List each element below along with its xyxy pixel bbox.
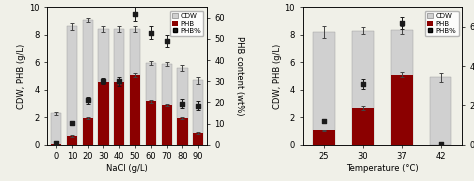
Bar [146,102,156,145]
Bar [67,136,77,145]
Point [52,141,60,144]
Bar [193,80,203,145]
Bar [98,29,109,145]
Bar [352,31,374,145]
Bar [146,63,156,145]
Point [359,82,367,85]
Bar [82,20,93,145]
Point [163,40,171,43]
Bar [352,108,374,145]
Bar [391,75,412,145]
Bar [313,130,335,145]
Bar [130,75,140,145]
Point [179,102,186,105]
Bar [67,26,77,145]
Point [398,22,406,24]
Legend: CDW, PHB, PHB%: CDW, PHB, PHB% [170,11,203,36]
Point [100,80,107,83]
Bar [114,29,124,145]
Y-axis label: PHB content (wt%): PHB content (wt%) [235,36,244,116]
Bar [430,144,451,145]
Bar [391,30,412,145]
Bar [98,81,109,145]
Point [116,80,123,83]
Y-axis label: CDW, PHB (g/L): CDW, PHB (g/L) [273,43,282,109]
Point [320,120,328,123]
X-axis label: NaCl (g/L): NaCl (g/L) [106,164,148,173]
Bar [177,68,188,145]
Bar [114,81,124,145]
Legend: CDW, PHB, PHB%: CDW, PHB, PHB% [425,11,459,36]
Point [147,31,155,34]
Point [84,99,91,102]
X-axis label: Temperature (°C): Temperature (°C) [346,164,419,173]
Bar [162,64,172,145]
Bar [430,77,451,145]
Bar [51,113,61,145]
Bar [162,105,172,145]
Point [68,121,76,124]
Bar [82,118,93,145]
Point [131,12,139,15]
Point [437,142,445,145]
Y-axis label: CDW, PHB (g/L): CDW, PHB (g/L) [18,43,27,109]
Point [194,104,202,107]
Bar [193,133,203,145]
Bar [51,144,61,145]
Bar [130,29,140,145]
Bar [177,118,188,145]
Bar [313,32,335,145]
